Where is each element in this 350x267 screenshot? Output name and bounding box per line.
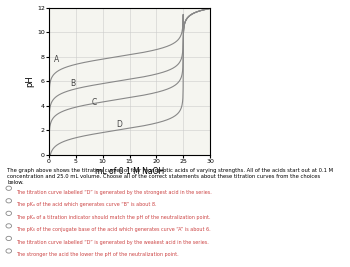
Text: The titration curve labelled “D” is generated by the strongest acid in the serie: The titration curve labelled “D” is gene… xyxy=(16,190,211,195)
Text: C: C xyxy=(92,98,97,107)
Text: The titration curve labelled “D” is generated by the weakest acid in the series.: The titration curve labelled “D” is gene… xyxy=(16,240,209,245)
Text: B: B xyxy=(71,79,76,88)
Y-axis label: pH: pH xyxy=(25,76,34,87)
Text: The pK₆ of the conjugate base of the acid which generates curve “A” is about 6.: The pK₆ of the conjugate base of the aci… xyxy=(16,227,210,232)
Text: A: A xyxy=(55,55,60,64)
Text: The pKₐ of a titration indicator should match the pH of the neutralization point: The pKₐ of a titration indicator should … xyxy=(16,215,210,220)
Text: D: D xyxy=(116,120,122,129)
X-axis label: mL of 0.1 M NaOH: mL of 0.1 M NaOH xyxy=(95,167,164,176)
Text: The pKₐ of the acid which generates curve “B” is about 8.: The pKₐ of the acid which generates curv… xyxy=(16,202,156,207)
Text: The graph above shows the titration curves of four monoprotic acids of varying s: The graph above shows the titration curv… xyxy=(7,168,333,185)
Text: The stronger the acid the lower the pH of the neutralization point.: The stronger the acid the lower the pH o… xyxy=(16,252,178,257)
